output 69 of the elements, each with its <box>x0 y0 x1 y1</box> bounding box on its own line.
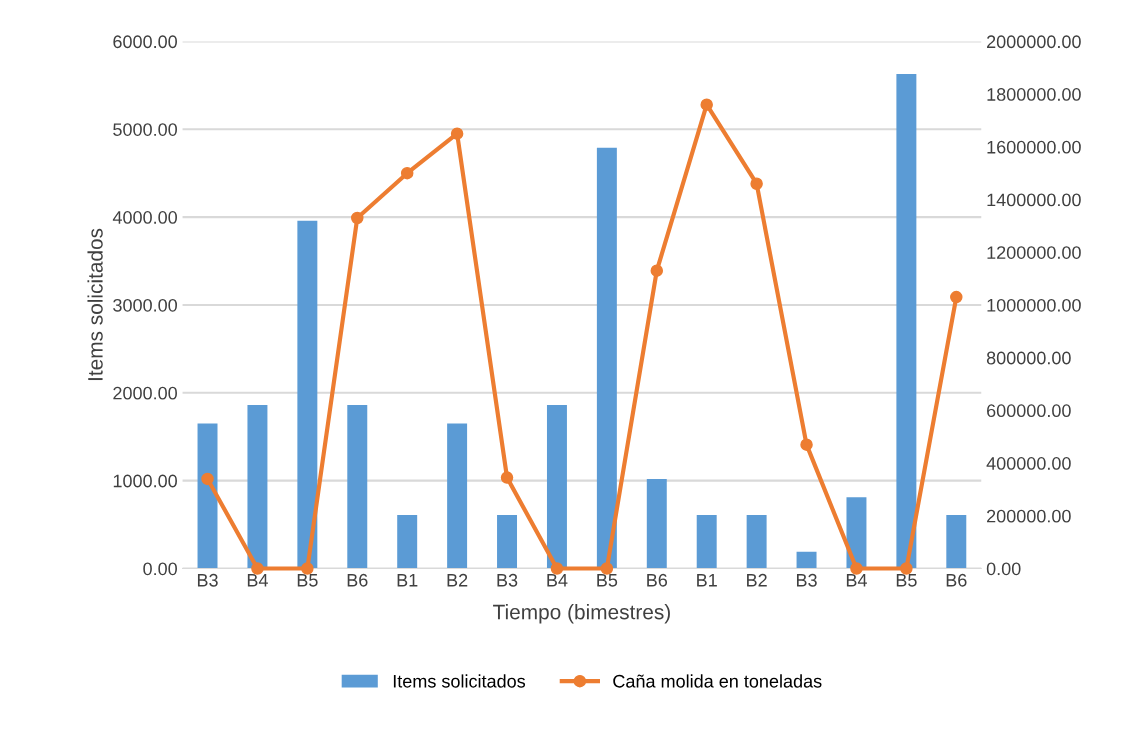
y2-tick-label: 1800000.00 <box>987 88 1081 101</box>
y2-tick-label: 1400000.00 <box>987 193 1081 207</box>
x-tick-label: B2 <box>447 573 468 587</box>
bar <box>297 220 318 569</box>
bar <box>646 478 667 569</box>
point <box>251 562 264 575</box>
y2-tick-label: 1000000.00 <box>987 298 1081 312</box>
y-tick-label: 5000.00 <box>113 123 177 136</box>
y2-tick-label: 200000.00 <box>987 509 1071 523</box>
y2-tick-label: 600000.00 <box>987 404 1071 418</box>
y2-tick-label: 800000.00 <box>986 351 1071 365</box>
y2-tick-label: 2000000.00 <box>987 35 1081 49</box>
y2-tick-label: 400000.00 <box>986 457 1071 470</box>
point <box>301 562 314 575</box>
x-tick-label: B1 <box>397 574 418 587</box>
x-axis-title: Tiempo (bimestres) <box>493 604 670 624</box>
y-tick-label: 4000.00 <box>112 211 177 224</box>
x-tick-label: B3 <box>796 573 817 587</box>
point <box>750 177 763 190</box>
point <box>550 562 564 575</box>
point <box>600 562 614 575</box>
x-tick-label: B1 <box>697 574 717 587</box>
y2-tick-label: 1600000.00 <box>987 140 1081 154</box>
bar <box>896 73 917 569</box>
y-tick-label: 3000.00 <box>113 298 177 312</box>
legend-label: Caña molida en toneladas <box>613 674 822 688</box>
bar <box>546 405 567 569</box>
point <box>800 438 813 451</box>
bar <box>746 514 767 569</box>
point <box>400 166 414 180</box>
point <box>850 562 863 575</box>
bar <box>247 405 268 569</box>
point <box>900 562 913 575</box>
x-tick-label: B6 <box>647 573 668 587</box>
y-tick-label: 1000.00 <box>113 474 177 488</box>
y2-tick-label: 0.00 <box>986 562 1021 576</box>
point <box>700 98 713 111</box>
bar <box>347 405 368 569</box>
legend-label: Items solicitados <box>393 674 526 688</box>
x-tick-label: B6 <box>347 573 368 587</box>
bar <box>596 147 617 569</box>
x-tick-label: B5 <box>297 574 318 587</box>
point <box>950 290 963 304</box>
x-tick-label: B3 <box>197 573 218 587</box>
point <box>500 471 514 484</box>
x-tick-label: B4 <box>247 574 268 587</box>
bar <box>946 514 967 569</box>
bar <box>497 514 518 569</box>
y-tick-label: 0.00 <box>143 562 177 576</box>
x-tick-label: B3 <box>497 573 518 587</box>
x-tick-label: B2 <box>747 573 767 587</box>
bar <box>696 514 717 569</box>
x-tick-label: B4 <box>547 574 568 587</box>
bar <box>796 551 817 569</box>
point <box>351 211 364 225</box>
point <box>650 264 664 277</box>
point <box>201 472 214 486</box>
y-tick-label: 6000.00 <box>113 35 177 49</box>
y-axis-title: Items solicitados <box>87 228 103 381</box>
y-tick-label: 2000.00 <box>113 386 177 400</box>
bar <box>397 514 418 569</box>
bar <box>197 423 218 569</box>
x-tick-label: B4 <box>846 574 867 587</box>
x-tick-label: B5 <box>597 574 618 587</box>
bar <box>447 423 468 569</box>
x-tick-label: B5 <box>896 574 917 587</box>
y2-tick-label: 1200000.00 <box>987 246 1081 259</box>
point <box>450 127 464 140</box>
x-tick-label: B6 <box>946 573 967 587</box>
